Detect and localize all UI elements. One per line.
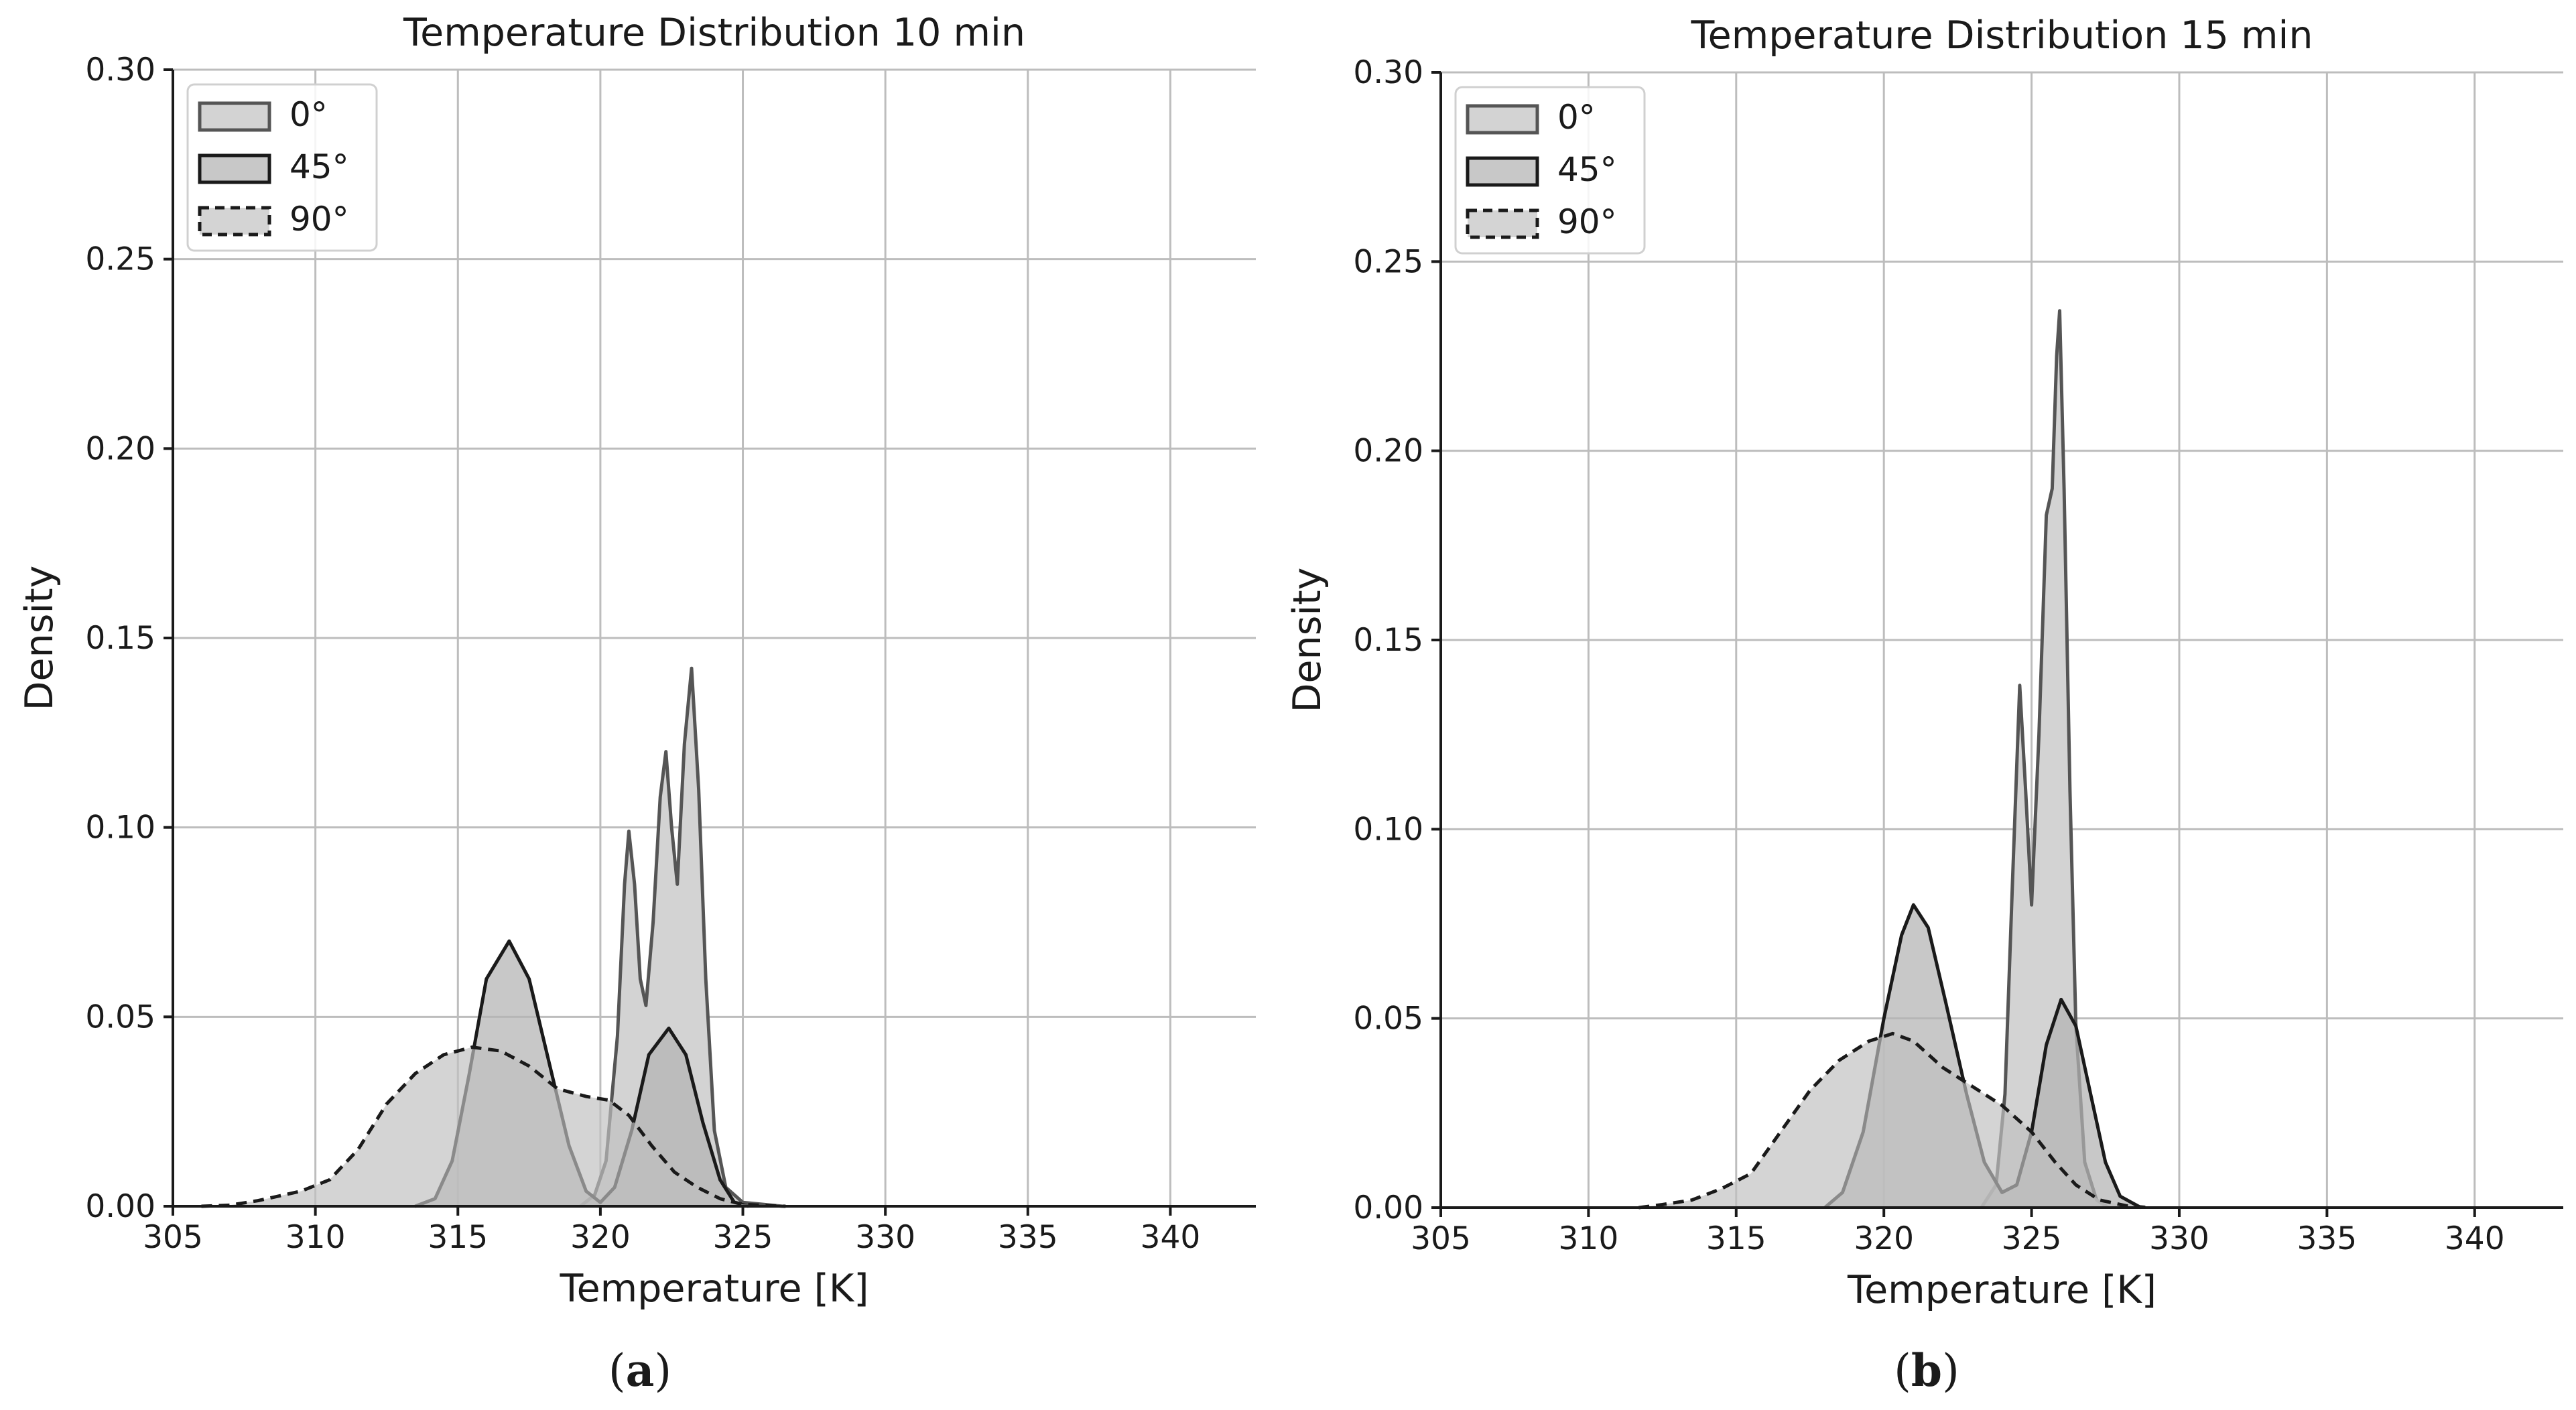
legend-label-1: 45°: [289, 147, 349, 186]
density-line-0: [579, 666, 783, 1208]
y-tick-label: 0.10: [1353, 811, 1423, 848]
panel-label: (a): [608, 1344, 671, 1397]
legend-swatch-0: [198, 101, 271, 132]
density-line-2: [201, 1045, 786, 1208]
legend-swatch-0: [1466, 104, 1539, 135]
chart-title: Temperature Distribution 10 min: [403, 11, 1025, 55]
x-tick-label: 330: [2149, 1220, 2209, 1257]
y-tick-label: 0.25: [1353, 243, 1423, 280]
density-area-2: [1638, 1033, 2150, 1208]
legend-swatch-2: [198, 206, 271, 237]
x-tick-label: 305: [1411, 1220, 1471, 1257]
y-tick-label: 0.30: [85, 52, 155, 88]
chart-panel-a: 305 310 315 320 325 330 335 340 0.00 0.05 0.10 0.15…: [17, 11, 1256, 1397]
legend-label-0: 0°: [289, 95, 328, 134]
x-axis-label: Temperature [K]: [1847, 1268, 2156, 1312]
legend-swatch-1: [1466, 156, 1539, 187]
x-tick-label: 305: [143, 1219, 203, 1256]
x-tick-label: 340: [2445, 1220, 2505, 1257]
y-tick-label: 0.10: [85, 810, 155, 846]
x-tick-label: 310: [285, 1219, 346, 1256]
legend: 0° 45° 90°: [1454, 86, 1646, 255]
legend-label-2: 90°: [289, 200, 349, 239]
y-tick-label: 0.30: [1353, 54, 1423, 91]
x-tick-label: 325: [713, 1219, 773, 1256]
y-axis-label: Density: [1285, 568, 1330, 713]
y-tick-label: 0.20: [1353, 433, 1423, 470]
x-axis-label: Temperature [K]: [559, 1267, 868, 1311]
density-area-0: [580, 668, 783, 1206]
x-tick-label: 315: [1706, 1220, 1766, 1257]
y-tick-label: 0.15: [85, 620, 155, 657]
legend-swatch-1: [198, 153, 271, 184]
y-tick-label: 0.15: [1353, 622, 1423, 659]
density-area-2: [201, 1047, 786, 1206]
x-tick-label: 315: [428, 1219, 488, 1256]
y-tick-label: 0.00: [85, 1188, 155, 1225]
legend: 0° 45° 90°: [186, 83, 378, 252]
legend-label-1: 45°: [1557, 150, 1617, 189]
x-tick-label: 320: [1854, 1220, 1914, 1257]
panel-label: (b): [1894, 1344, 1959, 1397]
y-axis-label: Density: [17, 566, 62, 711]
chart-panel-b: 305 310 315 320 325 330 335 340 0.00 0.05 0.10 0.15…: [1285, 13, 2563, 1397]
x-tick-label: 310: [1559, 1220, 1619, 1257]
x-tick-label: 320: [570, 1219, 631, 1256]
y-tick-label: 0.05: [1353, 1001, 1423, 1037]
y-tick-label: 0.05: [85, 999, 155, 1035]
x-tick-label: 325: [2002, 1220, 2062, 1257]
y-tick-label: 0.20: [85, 430, 155, 467]
x-tick-label: 330: [855, 1219, 915, 1256]
x-tick-label: 335: [2297, 1220, 2358, 1257]
x-tick-label: 335: [998, 1219, 1058, 1256]
y-tick-label: 0.25: [85, 241, 155, 278]
y-tick-label: 0.00: [1353, 1190, 1423, 1226]
legend-label-0: 0°: [1557, 98, 1596, 137]
density-area-0: [1981, 310, 2109, 1208]
density-line-2: [1638, 1031, 2150, 1210]
chart-title: Temperature Distribution 15 min: [1691, 13, 2313, 58]
legend-label-2: 90°: [1557, 202, 1617, 241]
x-tick-label: 340: [1141, 1219, 1201, 1256]
legend-swatch-2: [1466, 208, 1539, 239]
